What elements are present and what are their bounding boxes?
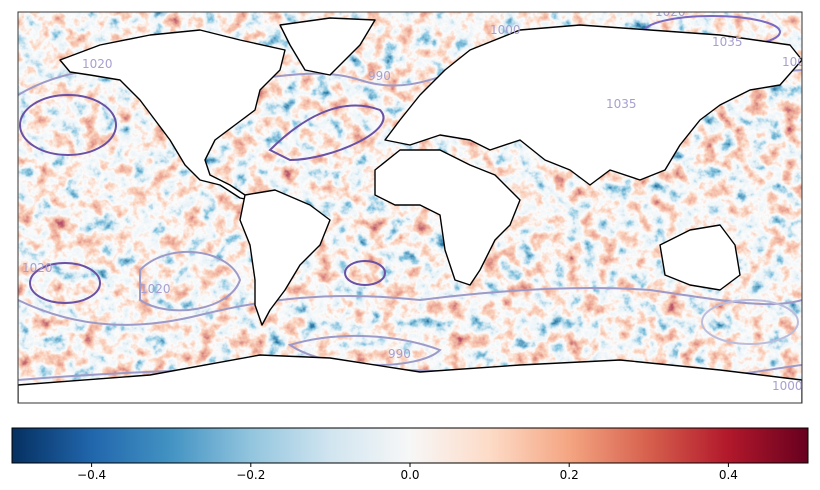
contour-label: 1020: [22, 261, 53, 275]
greenland: [279, 17, 376, 76]
antarctica: [18, 354, 802, 403]
map: 1020 1000 1035 1000 1020 990 1035 1020 1020 990 10…: [18, 5, 813, 403]
contour-label: 1020: [140, 282, 171, 296]
contour-label: 1000: [490, 23, 521, 37]
colorbar-tick-label: −0.2: [236, 468, 265, 482]
contour-label: 1035: [712, 35, 743, 49]
contour-label: 1020: [82, 57, 113, 71]
colorbar: [11, 427, 809, 464]
contour-label: 1020: [655, 5, 686, 19]
australia: [659, 224, 741, 291]
contour-label: 1000: [782, 55, 813, 69]
colorbar-ticks: −0.4 −0.2 0.0 0.2 0.4: [77, 463, 738, 482]
contour-labels: 1020 1000 1035 1000 1020 990 1035 1020 1020 990 10…: [22, 5, 813, 393]
africa: [374, 149, 521, 286]
north-america: [59, 29, 286, 201]
contour: [29, 262, 101, 304]
contour: [19, 94, 117, 156]
colorbar-tick-label: −0.4: [77, 468, 106, 482]
contour-label: 990: [388, 347, 411, 361]
south-america: [239, 189, 331, 326]
contour-label: 990: [368, 69, 391, 83]
contour-label: 1000: [772, 379, 803, 393]
coastlines: [18, 17, 802, 403]
colorbar-tick-label: 0.2: [560, 468, 579, 482]
contour: [344, 260, 386, 286]
colorbar-tick-label: 0.4: [719, 468, 738, 482]
map-frame: [17, 11, 803, 404]
contour: [18, 287, 802, 326]
contour: [268, 104, 385, 162]
contour: [139, 250, 242, 312]
eurasia: [384, 24, 802, 186]
contour-label: 1035: [606, 97, 637, 111]
colorbar-tick-label: 0.0: [400, 468, 419, 482]
contour: [701, 299, 799, 345]
